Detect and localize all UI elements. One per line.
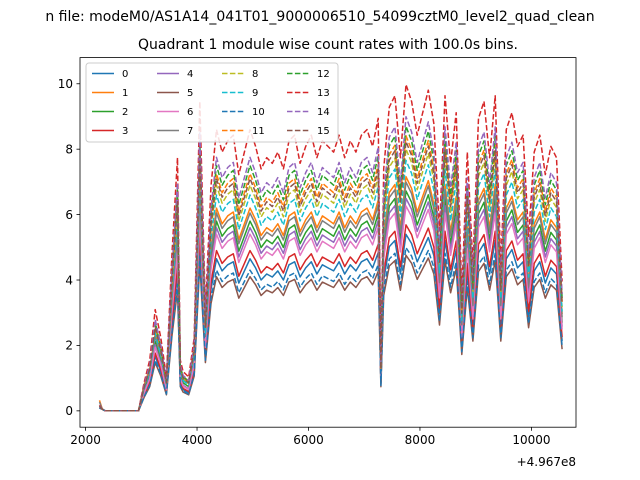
legend-label-6: 6 bbox=[187, 107, 193, 118]
series-line-13 bbox=[98, 83, 563, 412]
series-line-14 bbox=[98, 116, 563, 412]
series-line-6 bbox=[99, 205, 563, 412]
legend-label-4: 4 bbox=[187, 69, 193, 80]
legend-label-11: 11 bbox=[252, 126, 265, 137]
series-lines bbox=[98, 83, 563, 412]
legend-label-2: 2 bbox=[122, 107, 128, 118]
y-tick-label: 2 bbox=[65, 339, 73, 353]
y-tick-label: 4 bbox=[65, 273, 73, 287]
legend-label-14: 14 bbox=[317, 107, 330, 118]
y-axis: 0 2 4 6 8 10 bbox=[58, 77, 80, 418]
legend-box bbox=[85, 62, 339, 143]
legend-label-12: 12 bbox=[317, 69, 330, 80]
series-line-10 bbox=[99, 246, 563, 412]
legend-label-10: 10 bbox=[252, 107, 265, 118]
legend-label-9: 9 bbox=[252, 88, 258, 99]
legend-label-15: 15 bbox=[317, 126, 330, 137]
y-tick-label: 6 bbox=[65, 208, 73, 222]
y-tick-label: 0 bbox=[65, 404, 73, 418]
legend-label-0: 0 bbox=[122, 69, 128, 80]
x-axis: 2000 4000 6000 8000 10000 bbox=[70, 427, 551, 447]
legend-label-7: 7 bbox=[187, 126, 193, 137]
legend-label-8: 8 bbox=[252, 69, 258, 80]
series-line-9 bbox=[98, 159, 563, 412]
chart-title: Quadrant 1 module wise count rates with … bbox=[138, 37, 518, 53]
x-offset-label: +4.967e8 bbox=[517, 455, 576, 469]
y-tick-label: 8 bbox=[65, 142, 73, 156]
x-tick-label: 6000 bbox=[293, 433, 324, 447]
x-tick-label: 2000 bbox=[70, 433, 101, 447]
x-tick-label: 10000 bbox=[512, 433, 550, 447]
legend-label-5: 5 bbox=[187, 88, 193, 99]
x-tick-label: 4000 bbox=[182, 433, 213, 447]
series-line-7 bbox=[98, 181, 563, 412]
series-line-3 bbox=[99, 224, 563, 412]
series-line-15 bbox=[98, 140, 563, 412]
legend-label-1: 1 bbox=[122, 88, 128, 99]
plot-frame bbox=[79, 57, 577, 428]
figure-suptitle: n file: modeM0/AS1A14_041T01_9000006510_… bbox=[45, 9, 594, 25]
y-tick-label: 10 bbox=[58, 77, 73, 91]
legend-label-13: 13 bbox=[317, 88, 330, 99]
legend-label-3: 3 bbox=[122, 126, 128, 137]
x-tick-label: 8000 bbox=[405, 433, 436, 447]
